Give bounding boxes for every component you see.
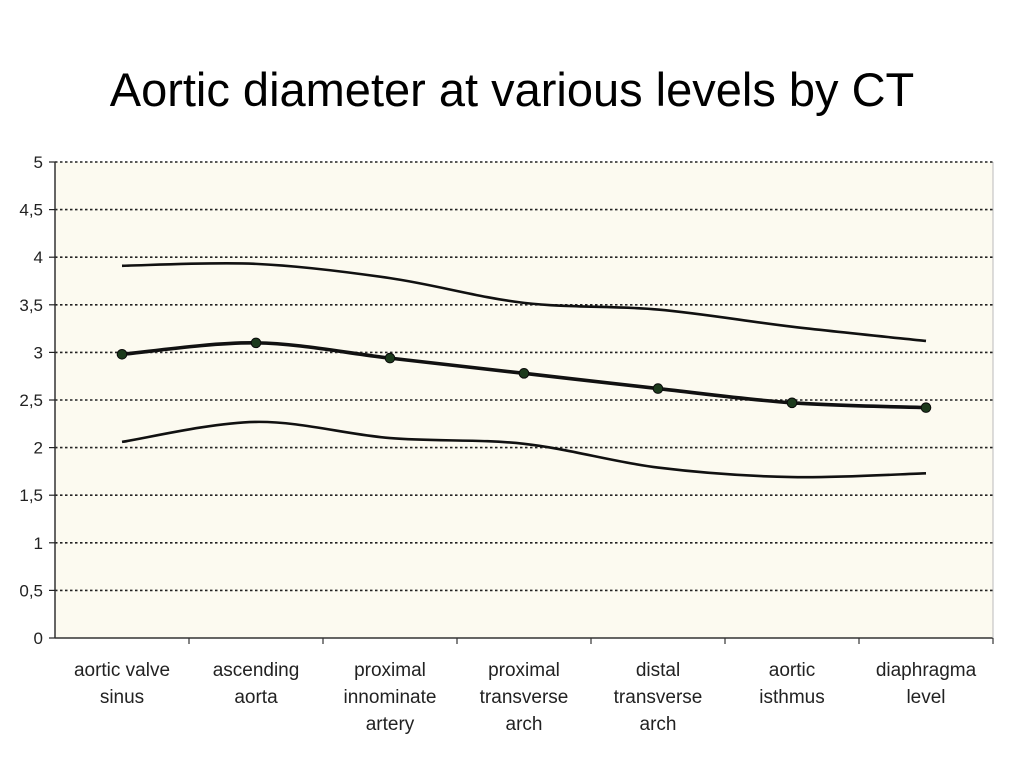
aortic-diameter-line-chart: 00,511,522,533,544,55 aortic valve sinusa…: [19, 153, 994, 735]
y-tick-label: 0: [34, 629, 43, 648]
series-markers: [116, 337, 932, 413]
y-tick-label: 4,5: [19, 201, 43, 220]
data-point: [384, 352, 396, 364]
x-category-label: aortic isthmus: [759, 660, 824, 708]
data-point: [518, 368, 530, 379]
x-category-label: distal transverse arch: [614, 660, 703, 735]
y-tick-label: 2: [34, 439, 43, 458]
y-tick-label: 4: [34, 248, 43, 267]
y-tick-label: 1,5: [19, 486, 43, 505]
x-category-label: proximal transverse arch: [480, 660, 569, 735]
y-tick-label: 0,5: [19, 581, 43, 600]
y-tick-label: 2,5: [19, 391, 43, 410]
y-tick-label: 3,5: [19, 296, 43, 315]
series-line-3: [121, 420, 927, 479]
x-category-label: diaphragma level: [876, 660, 977, 708]
x-category-label: proximal innominate artery: [344, 660, 437, 735]
y-tick-label: 1: [34, 534, 43, 553]
gridlines: [55, 161, 993, 592]
data-point: [920, 402, 932, 413]
x-axis-category-labels: aortic valve sinus ascending aorta proximal i…: [74, 638, 994, 735]
x-category-label: ascending aorta: [213, 660, 300, 708]
y-tick-label: 5: [34, 153, 43, 172]
series-line-1: [121, 261, 927, 343]
x-category-label: aortic valve sinus: [74, 660, 170, 708]
data-point: [786, 397, 798, 409]
y-tick-label: 3: [34, 343, 43, 362]
slide-title: Aortic diameter at various levels by CT: [109, 63, 915, 116]
data-point: [652, 383, 664, 394]
y-axis-tick-labels: 0 0,5 1 1,5 2 2,5 3 3,5 4 4,5 5: [19, 153, 55, 648]
data-point: [116, 349, 128, 360]
data-point: [250, 337, 262, 349]
